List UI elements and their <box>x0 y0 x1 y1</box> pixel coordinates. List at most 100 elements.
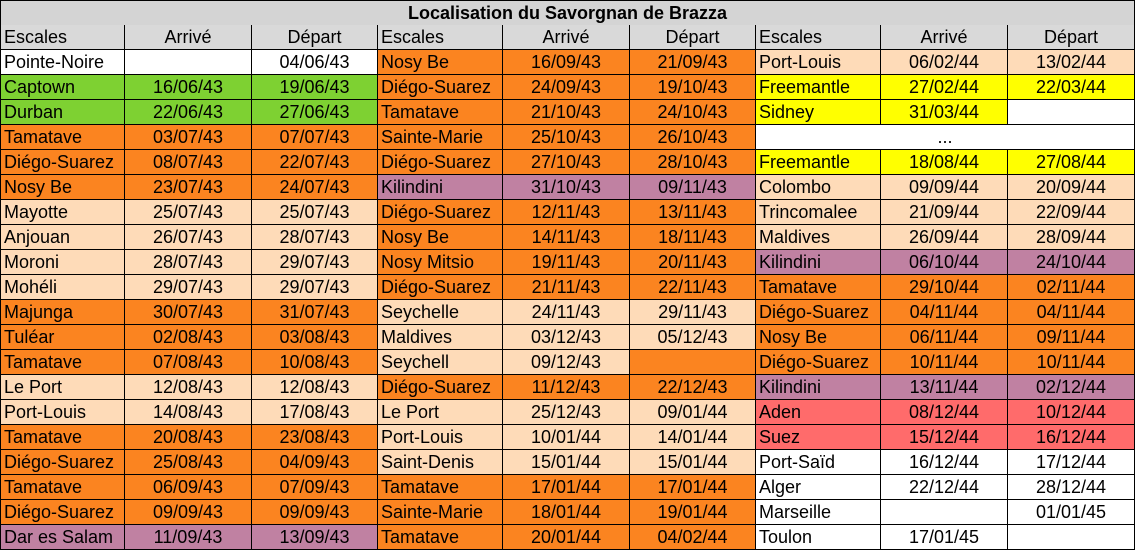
date-cell: 04/11/44 <box>1008 300 1135 325</box>
column-header: Arrivé <box>125 25 252 50</box>
column-header: Arrivé <box>881 25 1008 50</box>
date-cell: 21/11/43 <box>503 275 630 300</box>
port-cell: Diégo-Suarez <box>0 500 125 525</box>
date-cell: 27/02/44 <box>881 75 1008 100</box>
port-cell: Tamatave <box>0 425 125 450</box>
port-cell: Diégo-Suarez <box>0 450 125 475</box>
date-cell: 02/11/44 <box>1008 275 1135 300</box>
date-cell: 27/10/43 <box>503 150 630 175</box>
port-cell: Diégo-Suarez <box>378 375 503 400</box>
date-cell: 21/10/43 <box>503 100 630 125</box>
date-cell: 22/09/44 <box>1008 200 1135 225</box>
port-cell: Port-Louis <box>0 400 125 425</box>
date-cell: 28/12/44 <box>1008 475 1135 500</box>
date-cell: 19/06/43 <box>252 75 378 100</box>
port-cell: Freemantle <box>756 75 881 100</box>
port-cell: Tamatave <box>0 350 125 375</box>
port-cell: Maldives <box>378 325 503 350</box>
date-cell: 27/06/43 <box>252 100 378 125</box>
port-cell: Diégo-Suarez <box>378 75 503 100</box>
date-cell: 29/07/43 <box>252 250 378 275</box>
date-cell: 10/11/44 <box>1008 350 1135 375</box>
date-cell: 07/07/43 <box>252 125 378 150</box>
date-cell: 11/12/43 <box>503 375 630 400</box>
date-cell: 04/06/43 <box>252 50 378 75</box>
date-cell: 25/10/43 <box>503 125 630 150</box>
date-cell: 28/09/44 <box>1008 225 1135 250</box>
column-header: Départ <box>252 25 378 50</box>
date-cell: 21/09/43 <box>630 50 756 75</box>
date-cell: 21/09/44 <box>881 200 1008 225</box>
port-cell: Kilindini <box>378 175 503 200</box>
date-cell: 24/10/44 <box>1008 250 1135 275</box>
date-cell: 31/07/43 <box>252 300 378 325</box>
date-cell: 24/07/43 <box>252 175 378 200</box>
date-cell: 17/01/45 <box>881 525 1008 550</box>
date-cell: 29/07/43 <box>252 275 378 300</box>
port-cell: Tuléar <box>0 325 125 350</box>
port-cell: Nosy Be <box>0 175 125 200</box>
date-cell: 19/11/43 <box>503 250 630 275</box>
date-cell: 20/08/43 <box>125 425 252 450</box>
table-title: Localisation du Savorgnan de Brazza <box>0 0 1135 26</box>
port-cell: Diégo-Suarez <box>756 350 881 375</box>
date-cell: 10/01/44 <box>503 425 630 450</box>
port-cell: Pointe-Noire <box>0 50 125 75</box>
date-cell: 17/01/44 <box>503 475 630 500</box>
port-cell: Diégo-Suarez <box>0 150 125 175</box>
port-cell: Nosy Be <box>378 50 503 75</box>
date-cell: 17/01/44 <box>630 475 756 500</box>
port-cell: Tamatave <box>378 100 503 125</box>
port-cell: Suez <box>756 425 881 450</box>
date-cell: 24/10/43 <box>630 100 756 125</box>
date-cell: 15/01/44 <box>630 450 756 475</box>
date-cell: 28/07/43 <box>252 225 378 250</box>
port-cell: Tamatave <box>378 525 503 550</box>
date-cell: 09/11/43 <box>630 175 756 200</box>
date-cell: 09/12/43 <box>503 350 630 375</box>
date-cell: 23/08/43 <box>252 425 378 450</box>
port-cell: Tamatave <box>378 475 503 500</box>
date-cell: 03/12/43 <box>503 325 630 350</box>
date-cell: 09/01/44 <box>630 400 756 425</box>
date-cell: 28/07/43 <box>125 250 252 275</box>
date-cell: 25/07/43 <box>252 200 378 225</box>
date-cell: 10/12/44 <box>1008 400 1135 425</box>
date-cell: 03/07/43 <box>125 125 252 150</box>
port-cell: Freemantle <box>756 150 881 175</box>
port-cell: Diégo-Suarez <box>756 300 881 325</box>
port-cell: Le Port <box>378 400 503 425</box>
port-cell: Kilindini <box>756 375 881 400</box>
port-cell: Maldives <box>756 225 881 250</box>
port-cell: Aden <box>756 400 881 425</box>
date-cell: 24/09/43 <box>503 75 630 100</box>
date-cell: 24/11/43 <box>503 300 630 325</box>
date-cell: 13/11/44 <box>881 375 1008 400</box>
date-cell: 27/08/44 <box>1008 150 1135 175</box>
date-cell: 17/12/44 <box>1008 450 1135 475</box>
column-header: Escales <box>378 25 503 50</box>
date-cell: 26/10/43 <box>630 125 756 150</box>
date-cell: 31/10/43 <box>503 175 630 200</box>
date-cell: 02/08/43 <box>125 325 252 350</box>
date-cell: 31/03/44 <box>881 100 1008 125</box>
date-cell: 19/01/44 <box>630 500 756 525</box>
date-cell: 28/10/43 <box>630 150 756 175</box>
port-cell: Seychell <box>378 350 503 375</box>
port-cell: Toulon <box>756 525 881 550</box>
port-cell: Diégo-Suarez <box>378 200 503 225</box>
date-cell: 09/11/44 <box>1008 325 1135 350</box>
date-cell: 10/11/44 <box>881 350 1008 375</box>
date-cell: 11/09/43 <box>125 525 252 550</box>
date-cell: 13/02/44 <box>1008 50 1135 75</box>
date-cell: 06/10/44 <box>881 250 1008 275</box>
port-cell: Captown <box>0 75 125 100</box>
date-cell <box>630 350 756 375</box>
date-cell: 10/08/43 <box>252 350 378 375</box>
port-cell: Trincomalee <box>756 200 881 225</box>
port-cell: Anjouan <box>0 225 125 250</box>
port-cell: Port-Saïd <box>756 450 881 475</box>
column-header: Arrivé <box>503 25 630 50</box>
date-cell: 20/11/43 <box>630 250 756 275</box>
date-cell: 22/03/44 <box>1008 75 1135 100</box>
